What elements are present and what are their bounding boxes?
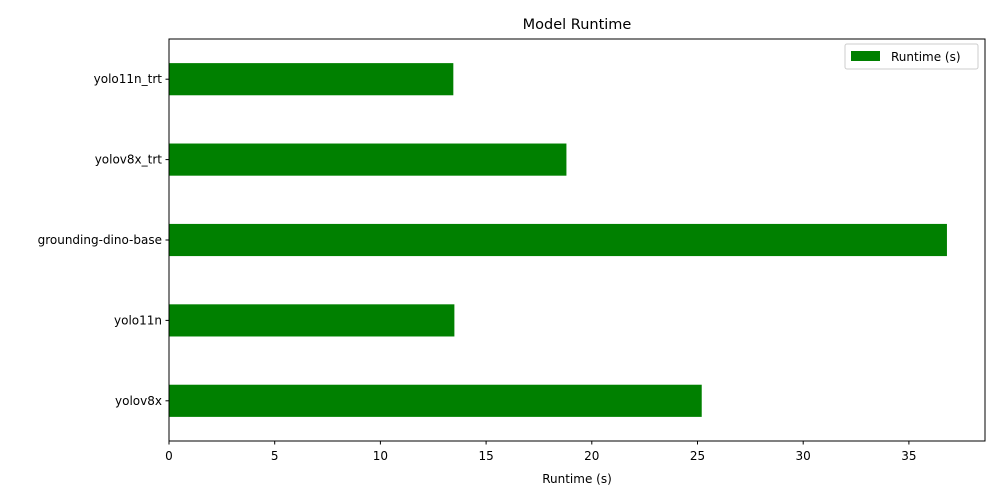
bar-grounding-dino-base [169,223,947,257]
x-tick-label: 10 [373,449,388,463]
x-tick-label: 5 [271,449,279,463]
legend-entry-runtime: Runtime (s) [891,50,961,64]
bars-group [169,63,947,417]
bar-yolo11n [169,304,455,337]
y-tick-label: yolov8x_trt [95,153,163,167]
x-tick-label: 25 [690,449,705,463]
y-tick-label: yolo11n_trt [94,72,163,86]
legend-swatch [851,51,880,61]
x-tick-label: 35 [901,449,916,463]
y-axis-ticks: yolov8x yolo11n grounding-dino-base yolov8x… [38,72,169,408]
y-tick-label: yolo11n [114,313,162,327]
x-tick-label: 0 [165,449,173,463]
x-tick-label: 30 [796,449,811,463]
bar-yolo11n_trt [169,63,454,96]
x-axis-label: Runtime (s) [542,472,612,486]
x-tick-label: 15 [478,449,493,463]
legend: Runtime (s) [844,43,979,70]
y-tick-label: grounding-dino-base [38,233,162,247]
x-axis-ticks: 0 5 10 15 20 25 30 35 [165,441,917,463]
plot-frame [168,38,986,442]
x-tick-label: 20 [584,449,599,463]
legend-box [844,43,979,70]
bar-yolov8x [169,384,702,417]
bar-yolov8x_trt [169,143,567,176]
y-tick-label: yolov8x [115,394,162,408]
chart-title: Model Runtime [523,17,632,33]
